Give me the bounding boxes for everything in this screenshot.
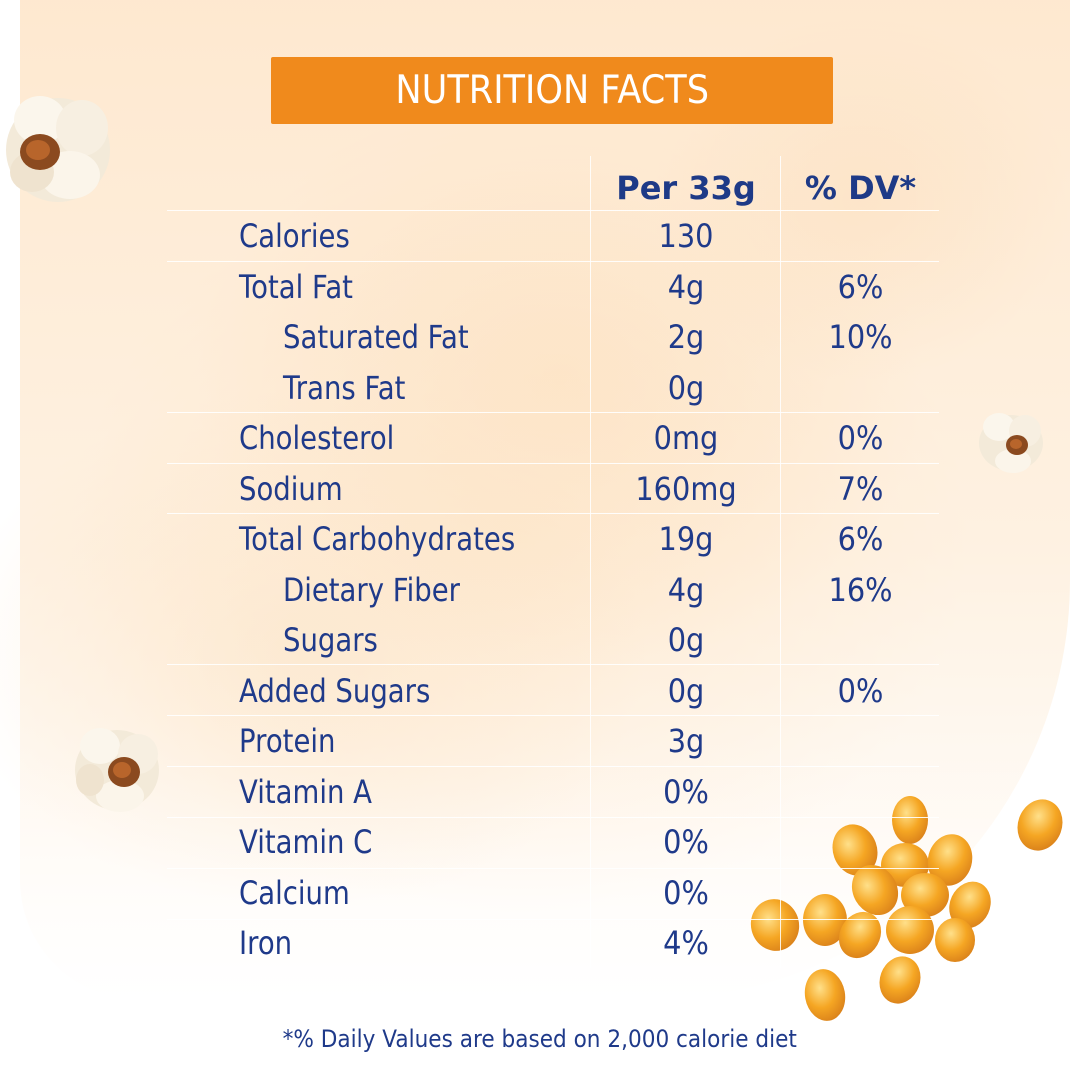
table-row: Total Fat 4g 6% [167,262,939,313]
row-divider [167,817,939,818]
row-divider [167,715,939,716]
nutrient-amount: 4g [667,570,705,609]
table-row: Cholesterol 0mg 0% [167,413,939,464]
nutrient-dv [790,716,931,767]
nutrient-name: Total Carbohydrates [239,520,516,558]
row-divider [167,664,939,665]
nutrient-dv: 7% [837,469,884,508]
nutrient-dv [790,817,931,868]
popcorn-icon [6,96,110,202]
nutrient-amount: 0g [667,368,705,407]
nutrient-amount: 2g [667,318,705,356]
corn-kernels-icon [750,796,1063,1021]
nutrient-name: Calories [239,217,350,255]
background-wash [20,0,1070,1000]
footnote: *% Daily Values are based on 2,000 calor… [0,1025,1080,1053]
nutrient-dv: 16% [828,570,893,609]
nutrient-name: Cholesterol [239,419,395,457]
nutrient-name: Protein [239,722,336,760]
nutrient-dv: 6% [837,267,884,306]
table-row: Calcium 0% [167,868,939,919]
nutrient-name: Total Fat [239,267,353,306]
nutrient-name: Calcium [239,873,350,912]
page-title: NUTRITION FACTS [395,68,709,113]
nutrient-name: Saturated Fat [283,318,469,356]
nutrient-dv: 0% [837,419,884,457]
row-divider [167,463,939,464]
nutrient-name: Added Sugars [239,671,431,710]
table-row: Calories 130 [167,211,939,262]
popcorn-icon [979,413,1043,473]
row-divider [167,868,939,869]
nutrient-amount: 4g [667,267,705,306]
nutrient-name: Trans Fat [283,368,406,407]
column-divider [780,156,781,968]
table-row: Trans Fat 0g [167,363,939,414]
table-row: Protein 3g [167,716,939,767]
table-row: Dietary Fiber 4g 16% [167,565,939,616]
nutrient-name: Vitamin A [239,772,372,811]
table-row: Vitamin A 0% [167,767,939,818]
nutrient-dv [790,211,931,262]
popcorn-icon [75,728,159,812]
dv-column-header: % DV* [804,169,917,207]
table-row: Saturated Fat 2g 10% [167,312,939,363]
nutrition-table: Per 33g % DV* Calories 130 Total Fat 4g … [167,156,939,968]
nutrient-amount: 0g [667,671,705,710]
nutrient-dv [790,615,931,666]
nutrient-dv [790,868,931,919]
nutrient-name: Sugars [283,621,378,659]
title-banner: NUTRITION FACTS [271,57,833,124]
nutrient-amount: 130 [658,217,714,255]
nutrient-name: Vitamin C [239,823,373,861]
nutrient-amount: 3g [667,722,705,760]
nutrient-dv [790,767,931,818]
nutrient-dv [790,918,931,969]
nutrient-amount: 19g [658,520,714,558]
nutrient-amount: 4% [663,924,709,962]
nutrient-amount: 0% [663,823,709,861]
nutrient-name: Sodium [239,469,343,508]
nutrient-amount: 0mg [653,419,719,457]
nutrient-dv: 6% [837,520,884,558]
table-row: Iron 4% [167,918,939,969]
nutrient-amount: 0% [663,873,709,912]
row-divider [167,513,939,514]
nutrient-amount: 0g [667,621,705,659]
table-row: Sugars 0g [167,615,939,666]
nutrient-name: Iron [239,924,293,962]
nutrient-amount: 0% [663,772,709,811]
row-divider [167,210,939,211]
row-divider [167,412,939,413]
nutrient-name: Dietary Fiber [283,570,460,609]
nutrient-dv: 0% [837,671,884,710]
table-row: Total Carbohydrates 19g 6% [167,514,939,565]
row-divider [167,766,939,767]
footnote-text: *% Daily Values are based on 2,000 calor… [282,1025,798,1053]
table-row: Vitamin C 0% [167,817,939,868]
column-divider [590,156,591,968]
row-divider [167,261,939,262]
table-row: Added Sugars 0g 0% [167,666,939,717]
nutrient-dv [790,363,931,414]
amount-column-header: Per 33g [616,169,756,207]
row-divider [167,919,939,920]
nutrient-dv: 10% [828,318,893,356]
table-row: Sodium 160mg 7% [167,464,939,515]
nutrient-amount: 160mg [635,469,737,508]
